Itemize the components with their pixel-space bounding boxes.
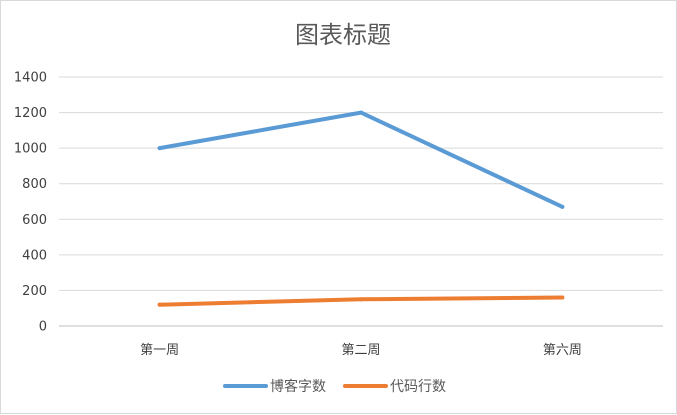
x-axis-tick-labels: 第一周 第二周 第六周 <box>140 343 582 358</box>
y-tick-label: 1200 <box>14 106 47 121</box>
legend-label: 博客字数 <box>270 378 326 395</box>
x-tick-label: 第一周 <box>140 343 179 358</box>
data-point <box>560 295 565 300</box>
data-point <box>359 110 363 115</box>
data-point <box>359 297 363 302</box>
data-point <box>560 204 565 209</box>
x-tick-label: 第六周 <box>543 343 582 358</box>
y-axis-tick-labels: 0 200 400 600 800 1000 1200 1400 <box>14 71 47 335</box>
chart-title: 图表标题 <box>295 21 391 49</box>
y-tick-label: 800 <box>22 177 47 192</box>
data-point <box>157 146 162 151</box>
y-tick-label: 0 <box>39 320 47 335</box>
y-tick-label: 400 <box>22 248 47 263</box>
series-line-0 <box>157 110 565 209</box>
y-tick-label: 200 <box>22 284 47 299</box>
y-tick-label: 1000 <box>14 142 47 157</box>
legend: 博客字数 代码行数 <box>223 378 446 395</box>
legend-label: 代码行数 <box>390 379 446 395</box>
series-lines <box>157 110 565 307</box>
x-tick-label: 第二周 <box>341 343 380 358</box>
data-point <box>157 302 162 307</box>
y-tick-label: 1400 <box>14 71 47 86</box>
y-tick-label: 600 <box>22 213 47 228</box>
